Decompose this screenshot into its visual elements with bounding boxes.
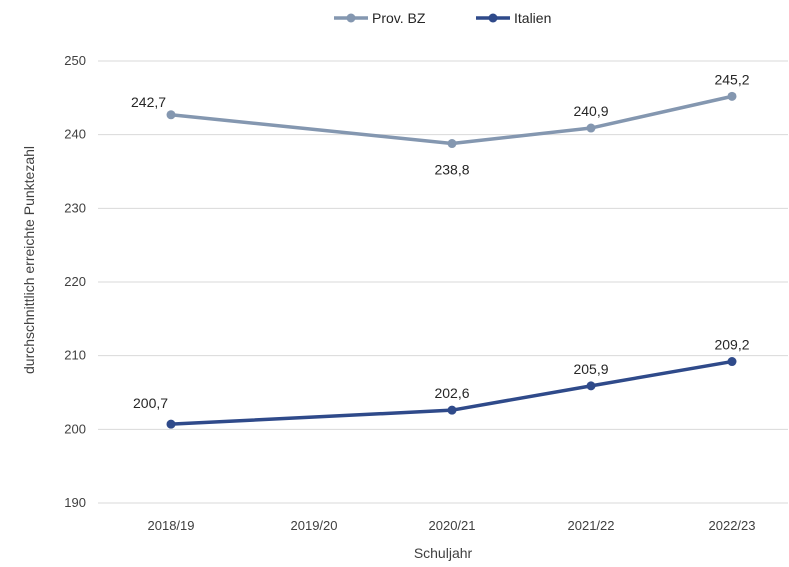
series-group xyxy=(166,91,737,429)
data-point xyxy=(586,381,596,391)
series-line-0 xyxy=(169,94,734,146)
data-label: 242,7 xyxy=(131,94,166,110)
y-axis-title: durchschnittlich erreichte Punktezahl xyxy=(21,146,37,374)
y-tick-label: 230 xyxy=(64,200,86,215)
y-tick-label: 190 xyxy=(64,495,86,510)
legend: Prov. BZ Italien xyxy=(334,10,551,26)
legend-marker-0 xyxy=(346,13,356,23)
data-point xyxy=(166,110,176,120)
legend-label-1: Italien xyxy=(514,10,551,26)
data-label: 240,9 xyxy=(573,103,608,119)
y-tick-label: 200 xyxy=(64,421,86,436)
gridlines xyxy=(98,60,788,504)
series-line-1 xyxy=(169,359,734,426)
data-point xyxy=(727,357,737,367)
y-axis-ticks: 190 200 210 220 230 240 250 xyxy=(64,53,86,510)
x-tick-label: 2021/22 xyxy=(568,518,615,533)
data-point xyxy=(447,405,457,415)
x-axis-title: Schuljahr xyxy=(414,545,473,561)
data-label: 245,2 xyxy=(714,71,749,87)
data-point xyxy=(586,123,596,133)
data-point xyxy=(447,139,457,149)
data-label: 238,8 xyxy=(434,162,469,178)
data-label: 200,7 xyxy=(133,395,168,411)
data-point xyxy=(166,419,176,429)
x-tick-label: 2020/21 xyxy=(429,518,476,533)
x-axis-ticks: 2018/19 2019/20 2020/21 2021/22 2022/23 xyxy=(148,518,756,533)
y-tick-label: 240 xyxy=(64,127,86,142)
x-tick-label: 2022/23 xyxy=(709,518,756,533)
y-tick-label: 210 xyxy=(64,348,86,363)
legend-marker-1 xyxy=(488,13,498,23)
data-label: 202,6 xyxy=(434,385,469,401)
x-tick-label: 2019/20 xyxy=(291,518,338,533)
y-tick-label: 250 xyxy=(64,53,86,68)
legend-label-0: Prov. BZ xyxy=(372,10,426,26)
data-point xyxy=(727,91,737,101)
y-tick-label: 220 xyxy=(64,274,86,289)
data-labels: 242,7 238,8 240,9 245,2 200,7 202,6 205,9 209,2 xyxy=(131,71,750,411)
data-label: 205,9 xyxy=(573,361,608,377)
data-label: 209,2 xyxy=(714,337,749,353)
x-tick-label: 2018/19 xyxy=(148,518,195,533)
